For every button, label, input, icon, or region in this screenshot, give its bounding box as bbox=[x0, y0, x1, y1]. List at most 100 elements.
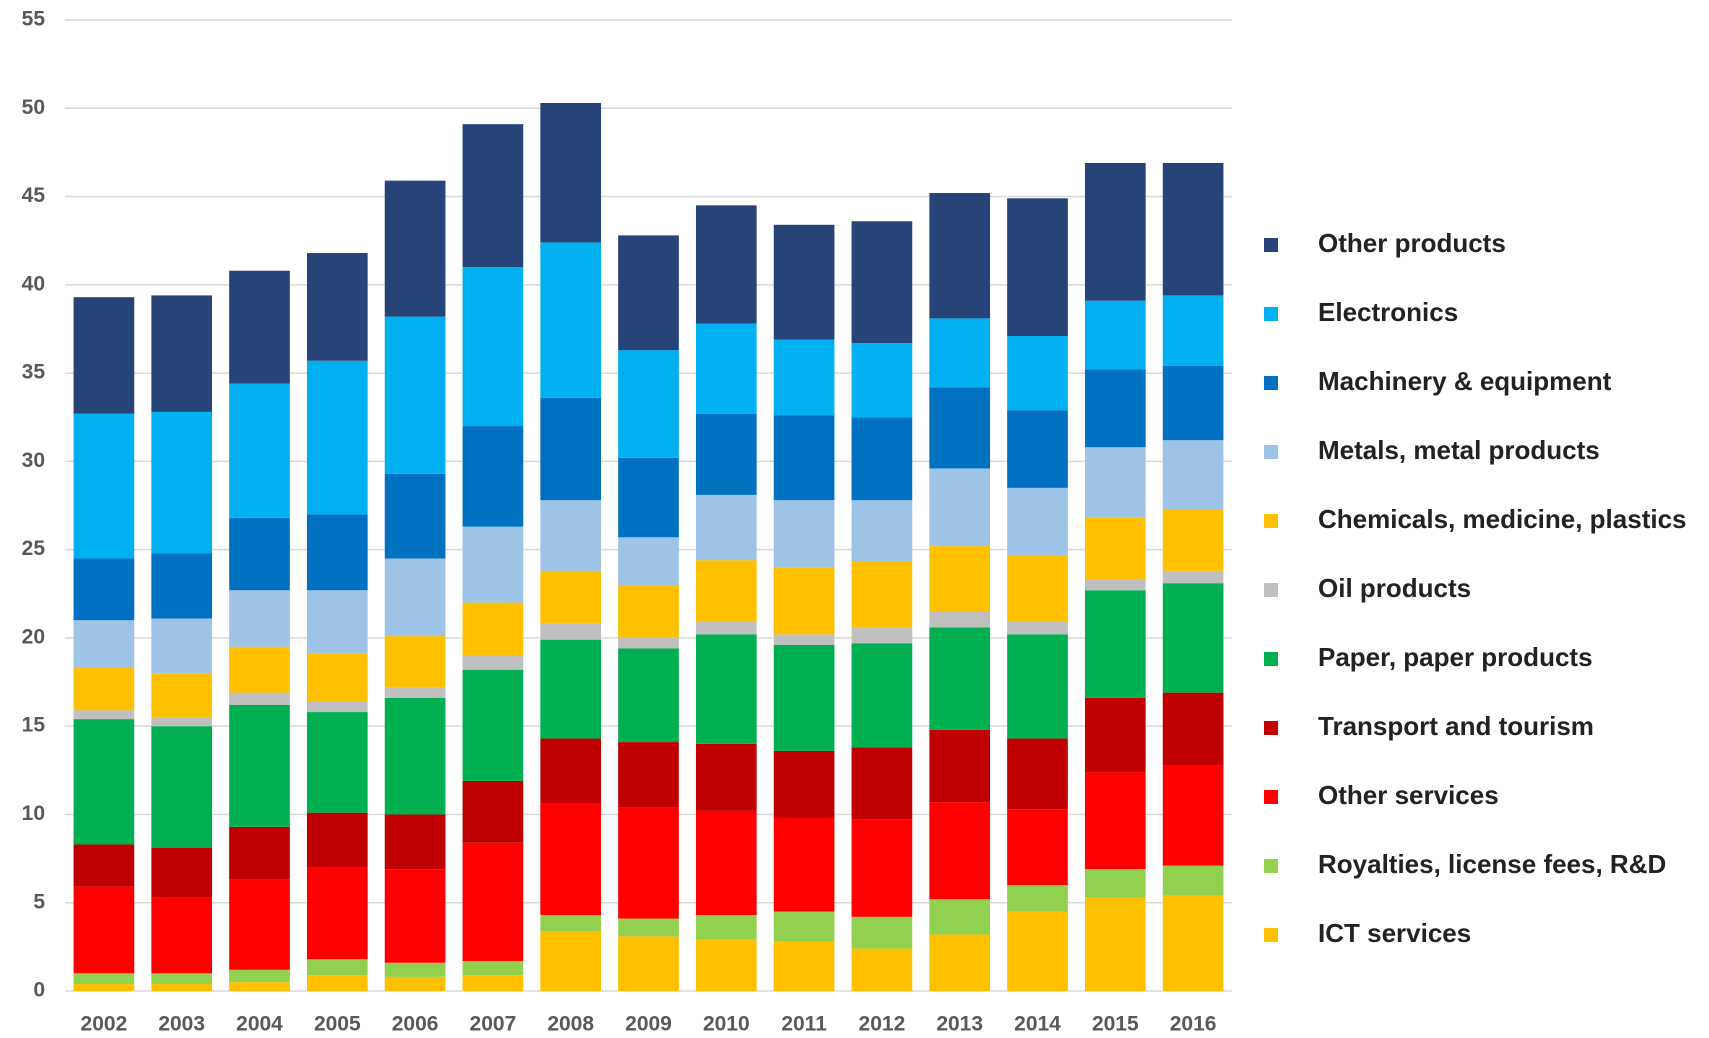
bar-segment bbox=[773, 500, 835, 568]
x-tick-label: 2011 bbox=[781, 1013, 827, 1036]
bar-segment bbox=[773, 415, 835, 501]
bar-segment bbox=[151, 726, 213, 848]
bar-segment bbox=[1084, 869, 1146, 898]
bar-segment bbox=[1162, 895, 1224, 991]
bar-segment bbox=[929, 627, 991, 730]
bar-segment bbox=[384, 687, 446, 698]
bar-segment bbox=[462, 842, 524, 961]
bar-segment bbox=[306, 590, 368, 654]
legend-swatch bbox=[1264, 928, 1278, 942]
bar-segment bbox=[1007, 634, 1068, 739]
x-tick-label: 2013 bbox=[936, 1013, 983, 1036]
bar-segment bbox=[1084, 447, 1146, 518]
bar-segment bbox=[618, 936, 679, 991]
bar-segment bbox=[618, 584, 679, 638]
bar-segment bbox=[929, 729, 991, 803]
legend-swatch bbox=[1264, 238, 1278, 252]
bar-segment bbox=[1084, 300, 1146, 370]
bar-segment bbox=[151, 618, 213, 674]
bar-segment bbox=[695, 939, 757, 991]
bar-segment bbox=[618, 235, 679, 351]
bar-segment bbox=[151, 411, 213, 554]
legend-swatch bbox=[1264, 652, 1278, 666]
x-tick-label: 2010 bbox=[703, 1013, 750, 1036]
x-tick-label: 2002 bbox=[81, 1013, 128, 1036]
bar-segment bbox=[229, 270, 290, 384]
bar-segment bbox=[929, 546, 991, 612]
y-tick-label: 50 bbox=[22, 96, 45, 119]
bar-segment bbox=[462, 602, 524, 656]
bar-segment bbox=[929, 468, 991, 547]
bar-segment bbox=[540, 930, 602, 991]
bar-segment bbox=[695, 560, 757, 623]
bar-segment bbox=[1084, 517, 1146, 580]
x-tick-label: 2003 bbox=[158, 1013, 205, 1036]
bar-segment bbox=[695, 494, 757, 561]
bar-segment bbox=[462, 124, 524, 268]
bar-segment bbox=[1007, 738, 1068, 810]
legend-swatch bbox=[1264, 721, 1278, 735]
bar-segment bbox=[1007, 622, 1068, 635]
bar-segment bbox=[851, 561, 913, 628]
bar-segment bbox=[306, 712, 368, 813]
bar-segment bbox=[851, 417, 913, 501]
legend-label: Metals, metal products bbox=[1318, 435, 1600, 465]
bar-segment bbox=[1162, 583, 1224, 693]
bar-segment bbox=[306, 253, 368, 361]
bar-segment bbox=[306, 360, 368, 515]
bar-segment bbox=[73, 983, 135, 991]
bar-segment bbox=[384, 697, 446, 815]
bar-segment bbox=[229, 826, 290, 880]
y-tick-label: 5 bbox=[33, 890, 45, 913]
bar-segment bbox=[229, 646, 290, 693]
bar-segment bbox=[1084, 590, 1146, 698]
bar-segment bbox=[540, 915, 602, 931]
bar-segment bbox=[618, 742, 679, 808]
bar-segment bbox=[1084, 579, 1146, 591]
x-tick-label: 2004 bbox=[236, 1013, 283, 1036]
bar-segment bbox=[73, 973, 135, 984]
y-tick-label: 40 bbox=[22, 272, 45, 295]
bar-segment bbox=[773, 224, 835, 340]
bar-segment bbox=[1162, 440, 1224, 510]
bar-segment bbox=[851, 500, 913, 562]
bar-segment bbox=[929, 318, 991, 388]
bar-segment bbox=[151, 847, 213, 898]
bar-segment bbox=[618, 807, 679, 919]
bar-segment bbox=[73, 844, 135, 887]
bar-segment bbox=[306, 867, 368, 960]
legend-swatch bbox=[1264, 790, 1278, 804]
bar-segment bbox=[929, 611, 991, 628]
bar-segment bbox=[695, 205, 757, 324]
bar-segment bbox=[618, 537, 679, 585]
y-tick-label: 0 bbox=[33, 979, 45, 1002]
bar-segment bbox=[695, 743, 757, 811]
bar-segment bbox=[384, 962, 446, 977]
bar-segment bbox=[773, 911, 835, 942]
bar-segment bbox=[851, 221, 913, 344]
bar-segment bbox=[1162, 765, 1224, 866]
bar-segment bbox=[229, 969, 290, 983]
bar-segment bbox=[229, 517, 290, 591]
bar-segment bbox=[618, 457, 679, 538]
bar-segment bbox=[1084, 697, 1146, 773]
bar-segment bbox=[384, 636, 446, 688]
bar-segment bbox=[773, 941, 835, 991]
bar-segment bbox=[851, 343, 913, 418]
bar-segment bbox=[1162, 692, 1224, 766]
bar-segment bbox=[229, 982, 290, 991]
x-tick-label: 2015 bbox=[1092, 1013, 1139, 1036]
bar-segment bbox=[1007, 554, 1068, 623]
bar-segment bbox=[229, 692, 290, 705]
legend-label: Transport and tourism bbox=[1318, 711, 1594, 741]
bar-segment bbox=[929, 193, 991, 319]
bar-segment bbox=[695, 622, 757, 635]
bar-segment bbox=[1084, 897, 1146, 991]
bar-segment bbox=[1162, 295, 1224, 367]
bar-segment bbox=[1084, 369, 1146, 448]
legend-swatch bbox=[1264, 859, 1278, 873]
legend-label: Oil products bbox=[1318, 573, 1471, 603]
bar-segment bbox=[540, 623, 602, 640]
bar-segment bbox=[306, 514, 368, 591]
bar-segment bbox=[73, 558, 135, 621]
